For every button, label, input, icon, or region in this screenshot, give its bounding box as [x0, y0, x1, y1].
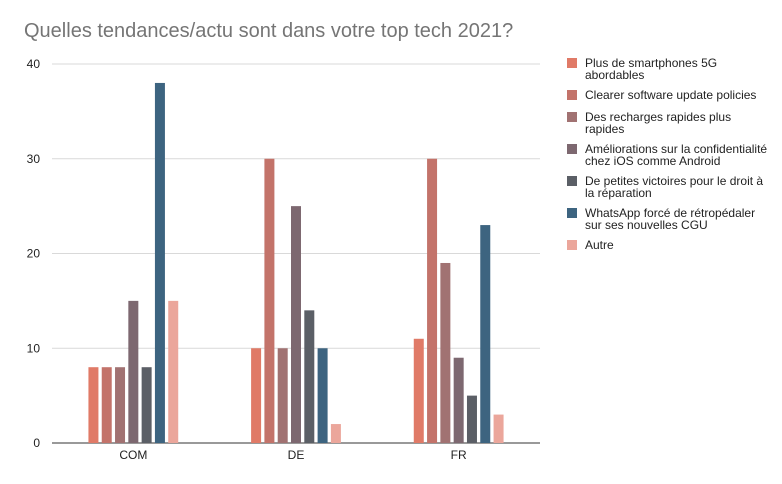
legend-label-line: Autre [585, 238, 614, 252]
legend-label: Améliorations sur la confidentialité chez… [585, 142, 767, 168]
y-tick-label: 0 [33, 436, 40, 450]
legend-label: Des recharges rapides plus rapides [585, 110, 731, 136]
bar [413, 338, 424, 443]
bar [480, 225, 491, 443]
bar [330, 424, 341, 443]
y-tick-label: 20 [27, 247, 41, 261]
bar [291, 206, 301, 443]
bar [493, 414, 504, 443]
bar [304, 310, 315, 443]
legend-swatch [567, 144, 577, 154]
bar [440, 262, 451, 443]
legend-label-line: abordables [585, 68, 644, 82]
legend-swatch [567, 90, 577, 100]
x-tick-label: FR [451, 448, 467, 462]
bar [466, 395, 477, 443]
legend-swatch [567, 176, 577, 186]
legend-label: WhatsApp forcé de rétropédaler sur ses no… [585, 206, 755, 232]
bar [427, 158, 438, 443]
legend-label-line: chez iOS comme Android [585, 154, 720, 168]
legend-label: Clearer software update policies [585, 88, 756, 102]
bar [154, 82, 165, 443]
chart-title: Quelles tendances/actu sont dans votre t… [24, 20, 514, 42]
legend-label: Autre [585, 238, 614, 252]
x-tick-label: COM [119, 448, 147, 462]
bar [101, 367, 112, 443]
x-tick-label: DE [288, 448, 305, 462]
bar [251, 348, 262, 443]
legend-label-line: WhatsApp forcé de rétropédaler [585, 206, 755, 220]
legend-label: De petites victoires pour le droit à la r… [585, 174, 763, 200]
legend-label-line: De petites victoires pour le droit à [585, 174, 763, 188]
bar [141, 367, 152, 443]
legend-label-line: la réparation [585, 186, 652, 200]
y-tick-label: 30 [27, 152, 41, 166]
legend-label-line: sur ses nouvelles CGU [585, 218, 708, 232]
bar [277, 348, 288, 443]
bar [88, 367, 99, 443]
y-tick-label: 40 [27, 57, 41, 71]
bar [115, 367, 126, 443]
legend-label-line: Plus de smartphones 5G [585, 56, 717, 70]
legend-label-line: Améliorations sur la confidentialité [585, 142, 767, 156]
y-tick-label: 10 [27, 341, 41, 355]
legend-label: Plus de smartphones 5G abordables [585, 56, 717, 82]
legend-swatch [567, 58, 577, 68]
legend-swatch [567, 112, 577, 122]
bar [168, 300, 179, 443]
bar [264, 158, 275, 443]
legend-label-line: rapides [585, 122, 624, 136]
legend-label-line: Clearer software update policies [585, 88, 756, 102]
bar [453, 357, 464, 443]
bar [128, 300, 139, 443]
legend-label-line: Des recharges rapides plus [585, 110, 731, 124]
bar [317, 348, 328, 443]
legend-swatch [567, 208, 577, 218]
legend-swatch [567, 240, 577, 250]
